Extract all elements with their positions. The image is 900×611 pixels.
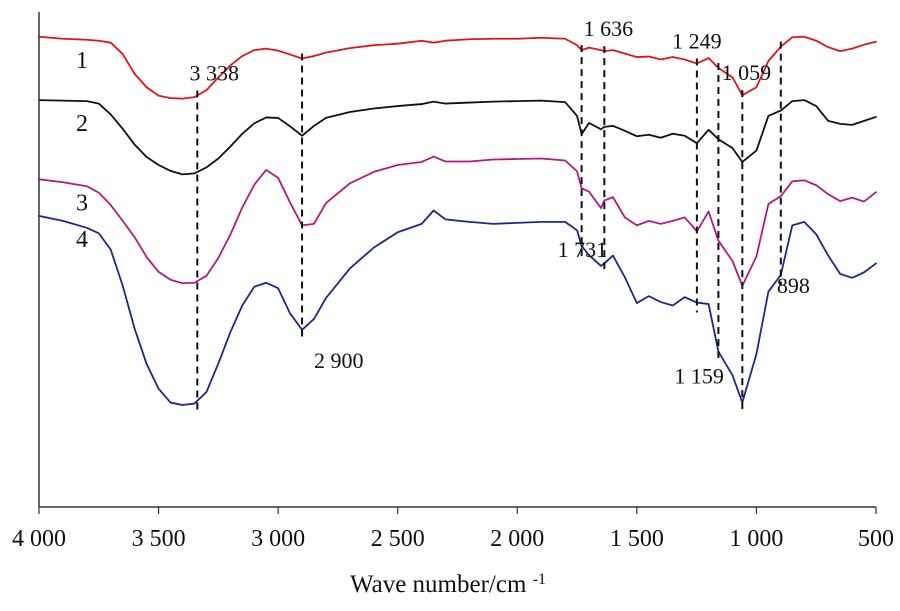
x-tick-label-1000: 1 000 — [729, 526, 783, 552]
series-label-4: 4 — [76, 227, 88, 253]
peak-label-898: 898 — [777, 273, 810, 298]
spectrum-line-3 — [38, 155, 877, 287]
x-tick-label-3000: 3 000 — [251, 526, 305, 552]
peak-label-1-249: 1 249 — [672, 28, 722, 53]
x-tick-label-500: 500 — [858, 526, 894, 552]
tick-layer: 4 000 3 500 3 000 2 500 2 000 1 500 1 000 500 — [12, 507, 894, 552]
peak-line-layer — [196, 41, 782, 413]
x-tick-label-3500: 3 500 — [132, 526, 186, 552]
series-label-1: 1 — [76, 48, 88, 74]
series-label-3: 3 — [76, 190, 88, 216]
x-tick-label-4000: 4 000 — [12, 526, 66, 552]
x-tick-label-2000: 2 000 — [490, 526, 544, 552]
peak-label-layer: 3 338 2 900 1 731 1 636 1 249 1 159 1 059 898 — [190, 16, 810, 388]
peak-label-2-900: 2 900 — [314, 348, 364, 373]
peak-label-1-731: 1 731 — [558, 237, 608, 262]
axis-layer — [38, 12, 876, 508]
peak-label-1-159: 1 159 — [674, 364, 724, 389]
spectrum-line-1 — [38, 35, 877, 100]
x-tick-label-1500: 1 500 — [610, 526, 664, 552]
x-tick-label-2500: 2 500 — [371, 526, 425, 552]
peak-label-3-338: 3 338 — [190, 60, 240, 85]
peak-label-1-636: 1 636 — [584, 16, 634, 41]
series-label-layer: 1 2 3 4 — [76, 48, 88, 253]
x-axis-title-main: Wave number/cm — [350, 571, 527, 598]
peak-label-1-059: 1 059 — [722, 60, 772, 85]
spectrum-line-2 — [38, 99, 877, 176]
series-label-2: 2 — [76, 111, 88, 137]
spectra-layer — [38, 35, 877, 406]
x-axis-title-superscript: -1 — [533, 571, 546, 588]
spectrum-line-4 — [38, 209, 877, 406]
x-axis-title: Wave number/cm -1 — [350, 571, 546, 599]
